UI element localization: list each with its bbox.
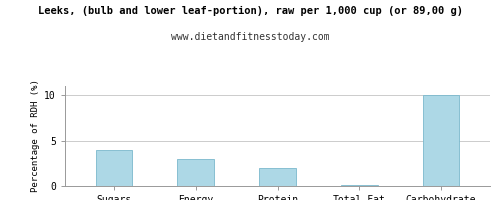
- Y-axis label: Percentage of RDH (%): Percentage of RDH (%): [31, 80, 40, 192]
- Text: Leeks, (bulb and lower leaf-portion), raw per 1,000 cup (or 89,00 g): Leeks, (bulb and lower leaf-portion), ra…: [38, 6, 463, 16]
- Bar: [178, 159, 214, 186]
- Bar: [422, 95, 460, 186]
- Text: www.dietandfitnesstoday.com: www.dietandfitnesstoday.com: [170, 32, 330, 42]
- Bar: [259, 168, 296, 186]
- Bar: [341, 185, 378, 186]
- Bar: [96, 150, 132, 186]
